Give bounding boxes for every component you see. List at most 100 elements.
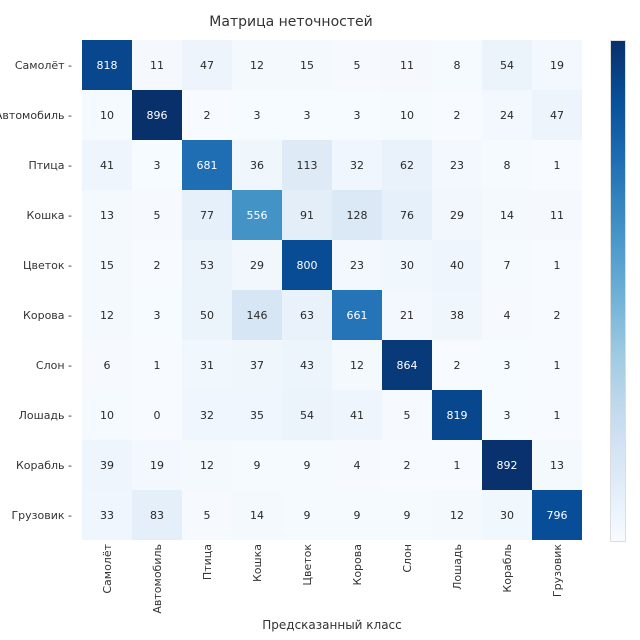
heatmap-cell: 9 (382, 490, 432, 540)
heatmap-cell: 11 (532, 190, 582, 240)
heatmap-cell: 3 (132, 290, 182, 340)
heatmap-cell: 819 (432, 390, 482, 440)
heatmap-cell: 30 (382, 240, 432, 290)
heatmap-cell: 40 (432, 240, 482, 290)
heatmap-cell: 15 (82, 240, 132, 290)
heatmap-cell: 29 (432, 190, 482, 240)
heatmap-cell: 1 (532, 240, 582, 290)
y-tick-label: Грузовик - (0, 490, 78, 540)
heatmap-cell: 13 (82, 190, 132, 240)
heatmap-cell: 53 (182, 240, 232, 290)
heatmap-cell: 5 (382, 390, 432, 440)
x-tick-label: Кошка (232, 544, 282, 614)
heatmap-cell: 556 (232, 190, 282, 240)
y-axis-labels: Самолёт -Автомобиль -Птица -Кошка -Цвето… (0, 40, 78, 540)
heatmap-cell: 41 (332, 390, 382, 440)
x-tick-label: Лошадь (432, 544, 482, 614)
heatmap-cell: 76 (382, 190, 432, 240)
heatmap-cell: 62 (382, 140, 432, 190)
y-tick-label: Лошадь - (0, 390, 78, 440)
heatmap-cell: 128 (332, 190, 382, 240)
heatmap-cell: 0 (132, 390, 182, 440)
heatmap-cell: 33 (82, 490, 132, 540)
heatmap-cell: 41 (82, 140, 132, 190)
x-axis-title: Предсказанный класс (82, 618, 582, 632)
heatmap-cell: 39 (82, 440, 132, 490)
colorbar (610, 40, 626, 542)
heatmap-cell: 50 (182, 290, 232, 340)
heatmap-cell: 31 (182, 340, 232, 390)
heatmap-cell: 24 (482, 90, 532, 140)
heatmap-cell: 54 (282, 390, 332, 440)
heatmap-cell: 19 (532, 40, 582, 90)
heatmap-cell: 5 (332, 40, 382, 90)
heatmap-cell: 21 (382, 290, 432, 340)
heatmap-cell: 2 (432, 340, 482, 390)
x-tick-label: Корова (332, 544, 382, 614)
heatmap-cell: 1 (132, 340, 182, 390)
x-axis-labels: СамолётАвтомобильПтицаКошкаЦветокКороваС… (82, 544, 582, 614)
heatmap-cell: 2 (432, 90, 482, 140)
heatmap-cell: 818 (82, 40, 132, 90)
heatmap-cell: 5 (132, 190, 182, 240)
x-tick-label: Грузовик (532, 544, 582, 614)
heatmap-cell: 864 (382, 340, 432, 390)
heatmap-cell: 3 (132, 140, 182, 190)
heatmap-cell: 9 (282, 440, 332, 490)
x-tick-label: Слон (382, 544, 432, 614)
heatmap-cell: 29 (232, 240, 282, 290)
heatmap-cell: 6 (82, 340, 132, 390)
heatmap-grid: 8181147121551185419108962333102244741368… (82, 40, 582, 540)
heatmap-cell: 23 (332, 240, 382, 290)
heatmap-cell: 37 (232, 340, 282, 390)
heatmap-cell: 32 (182, 390, 232, 440)
heatmap-cell: 3 (282, 90, 332, 140)
heatmap-cell: 1 (532, 140, 582, 190)
heatmap-cell: 38 (432, 290, 482, 340)
heatmap-cell: 23 (432, 140, 482, 190)
heatmap-cell: 10 (382, 90, 432, 140)
heatmap-cell: 47 (532, 90, 582, 140)
heatmap-cell: 2 (132, 240, 182, 290)
heatmap-cell: 661 (332, 290, 382, 340)
heatmap-cell: 2 (382, 440, 432, 490)
heatmap-cell: 36 (232, 140, 282, 190)
y-tick-label: Птица - (0, 140, 78, 190)
heatmap-cell: 14 (482, 190, 532, 240)
heatmap-cell: 12 (332, 340, 382, 390)
heatmap-cell: 146 (232, 290, 282, 340)
y-tick-label: Кошка - (0, 190, 78, 240)
heatmap-cell: 11 (382, 40, 432, 90)
heatmap-cell: 800 (282, 240, 332, 290)
y-tick-label: Корова - (0, 290, 78, 340)
heatmap-cell: 11 (132, 40, 182, 90)
heatmap-cell: 3 (482, 340, 532, 390)
y-tick-label: Слон - (0, 340, 78, 390)
x-tick-label: Самолёт (82, 544, 132, 614)
heatmap-cell: 77 (182, 190, 232, 240)
heatmap-cell: 10 (82, 390, 132, 440)
heatmap-cell: 43 (282, 340, 332, 390)
y-tick-label: Самолёт - (0, 40, 78, 90)
heatmap-cell: 2 (182, 90, 232, 140)
chart-title: Матрица неточностей (0, 14, 582, 30)
y-tick-label: Цветок - (0, 240, 78, 290)
heatmap-cell: 7 (482, 240, 532, 290)
heatmap-cell: 3 (232, 90, 282, 140)
heatmap-cell: 12 (82, 290, 132, 340)
heatmap-cell: 8 (482, 140, 532, 190)
heatmap-cell: 2 (532, 290, 582, 340)
heatmap-cell: 14 (232, 490, 282, 540)
heatmap-cell: 12 (432, 490, 482, 540)
y-tick-label: Автомобиль - (0, 90, 78, 140)
heatmap-cell: 681 (182, 140, 232, 190)
heatmap-cell: 63 (282, 290, 332, 340)
heatmap-cell: 35 (232, 390, 282, 440)
heatmap-cell: 1 (532, 340, 582, 390)
heatmap-cell: 4 (332, 440, 382, 490)
heatmap-cell: 9 (282, 490, 332, 540)
heatmap-cell: 3 (332, 90, 382, 140)
x-tick-label: Птица (182, 544, 232, 614)
heatmap-cell: 113 (282, 140, 332, 190)
heatmap-cell: 10 (82, 90, 132, 140)
